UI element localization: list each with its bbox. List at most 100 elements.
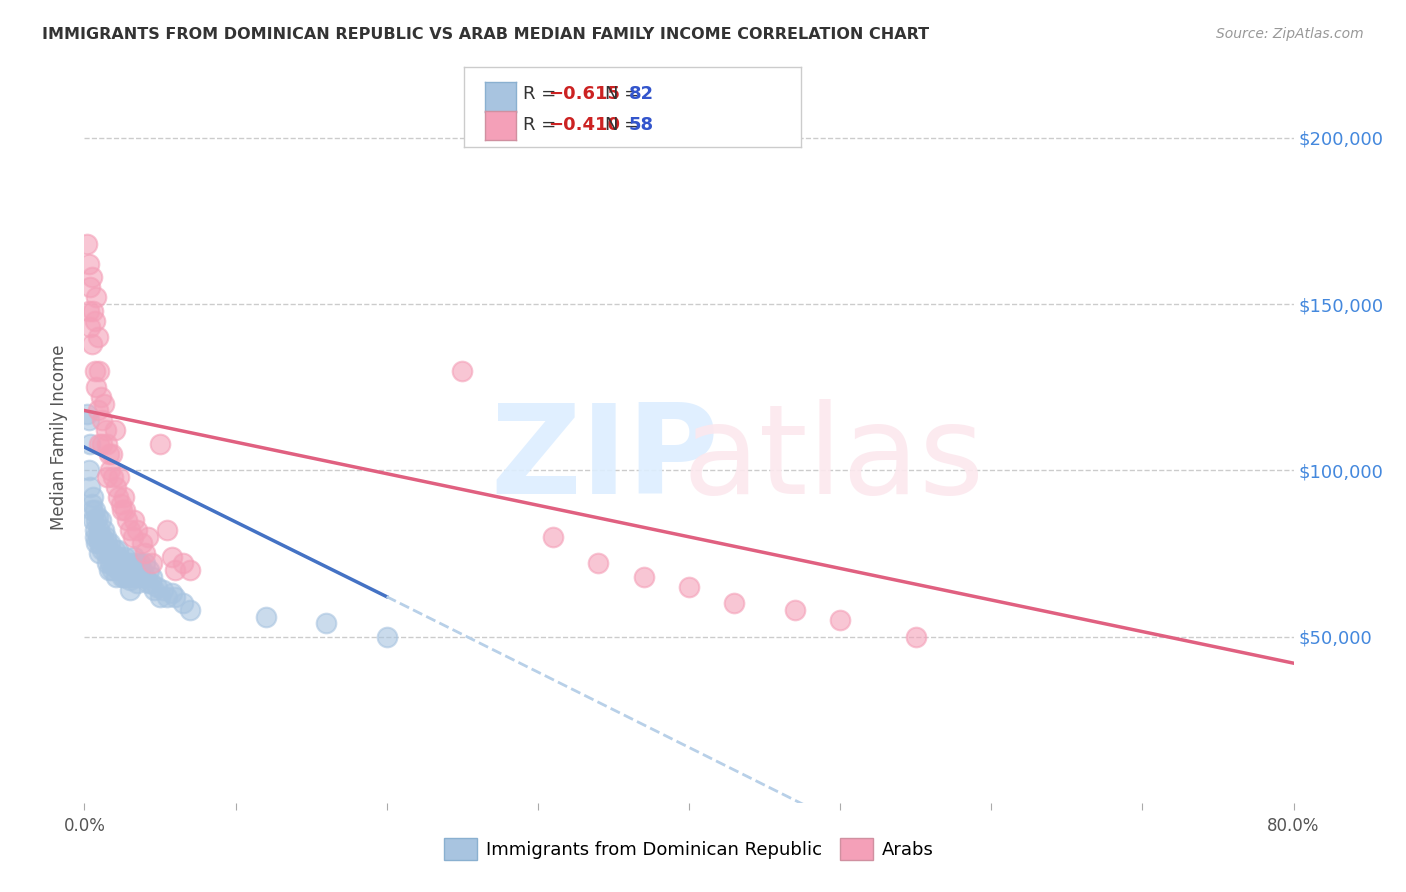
Point xyxy=(96,436,118,450)
Point xyxy=(86,290,108,304)
Point xyxy=(131,536,153,550)
Point xyxy=(89,363,111,377)
Text: atlas: atlas xyxy=(683,399,986,519)
Point xyxy=(94,530,117,544)
Point xyxy=(179,603,201,617)
Point xyxy=(152,582,174,597)
Point xyxy=(100,563,122,577)
Point xyxy=(112,570,135,584)
Text: R =: R = xyxy=(523,116,562,134)
Point xyxy=(118,557,141,571)
Point xyxy=(87,530,110,544)
Point xyxy=(107,490,129,504)
Point xyxy=(122,513,145,527)
Point xyxy=(830,613,852,627)
Point xyxy=(127,563,149,577)
Point xyxy=(97,447,120,461)
Text: ZIP: ZIP xyxy=(489,399,718,519)
Point xyxy=(141,557,163,571)
Point xyxy=(104,559,127,574)
Point xyxy=(172,596,194,610)
Text: Source: ZipAtlas.com: Source: ZipAtlas.com xyxy=(1216,27,1364,41)
Point xyxy=(114,549,136,564)
Point xyxy=(451,363,474,377)
Point xyxy=(111,570,134,584)
Point xyxy=(84,530,107,544)
Point xyxy=(98,463,121,477)
Point xyxy=(138,563,160,577)
Point xyxy=(134,546,156,560)
Point xyxy=(97,563,120,577)
Point xyxy=(117,563,139,577)
Point xyxy=(89,436,111,450)
Point xyxy=(100,447,122,461)
Point xyxy=(118,523,141,537)
Point xyxy=(134,557,156,571)
Point xyxy=(156,590,179,604)
Legend: Immigrants from Dominican Republic, Arabs: Immigrants from Dominican Republic, Arab… xyxy=(437,830,941,867)
Point xyxy=(110,557,132,571)
Point xyxy=(127,576,149,591)
Point xyxy=(97,546,120,560)
Point xyxy=(904,630,927,644)
Text: N =: N = xyxy=(605,116,644,134)
Point xyxy=(104,543,127,558)
Point xyxy=(96,536,118,550)
Point xyxy=(120,563,142,577)
Point xyxy=(149,436,172,450)
Point xyxy=(129,557,152,571)
Point xyxy=(82,513,104,527)
Point xyxy=(91,436,114,450)
Point xyxy=(107,543,129,558)
Point xyxy=(91,543,114,558)
Point xyxy=(132,570,155,584)
Point xyxy=(165,590,187,604)
Text: −0.615: −0.615 xyxy=(548,85,620,103)
Point xyxy=(112,490,135,504)
Point xyxy=(136,530,159,544)
Point xyxy=(94,546,117,560)
Point xyxy=(77,257,100,271)
Point xyxy=(77,463,100,477)
Point xyxy=(82,303,104,318)
Point xyxy=(141,570,163,584)
Point xyxy=(96,557,118,571)
Point xyxy=(149,590,172,604)
Point xyxy=(105,549,128,564)
Point xyxy=(131,563,153,577)
Point xyxy=(108,563,131,577)
Point xyxy=(107,557,129,571)
Point xyxy=(127,523,149,537)
Point xyxy=(86,513,108,527)
Point xyxy=(122,549,145,564)
Point xyxy=(96,470,118,484)
Point xyxy=(93,397,115,411)
Point xyxy=(80,270,103,285)
Point xyxy=(115,557,138,571)
Point xyxy=(114,563,136,577)
Point xyxy=(105,480,128,494)
Text: −0.410: −0.410 xyxy=(548,116,620,134)
Text: 58: 58 xyxy=(628,116,654,134)
Point xyxy=(101,470,124,484)
Point xyxy=(91,530,114,544)
Point xyxy=(101,553,124,567)
Point xyxy=(254,609,277,624)
Point xyxy=(98,557,121,571)
Point xyxy=(108,549,131,564)
Point xyxy=(172,557,194,571)
Point xyxy=(80,503,103,517)
Point xyxy=(121,570,143,584)
Point xyxy=(80,337,103,351)
Point xyxy=(160,586,183,600)
Point xyxy=(89,523,111,537)
Point xyxy=(136,576,159,591)
Point xyxy=(79,280,101,294)
Text: N =: N = xyxy=(605,85,644,103)
Point xyxy=(139,576,162,591)
Point xyxy=(94,424,117,438)
Point xyxy=(111,563,134,577)
Point xyxy=(86,536,108,550)
Point xyxy=(678,580,700,594)
Point xyxy=(115,570,138,584)
